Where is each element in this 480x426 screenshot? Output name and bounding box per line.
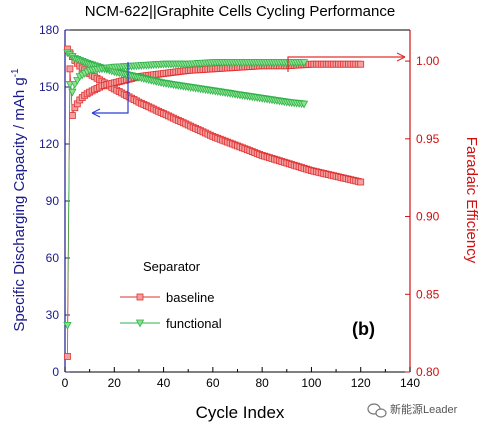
legend: Separator baseline functional [120, 259, 222, 331]
axis-arrows [91, 52, 406, 118]
x-tick-label: 80 [255, 376, 269, 390]
watermark: 新能源Leader [367, 402, 458, 418]
panel-label: (b) [352, 319, 375, 339]
right-axis-arrow [287, 56, 405, 72]
x-tick-label: 40 [157, 376, 171, 390]
y-axis-right-label: Faradaic Efficiency [463, 137, 480, 264]
series-baseline-efficiency-point [64, 353, 71, 360]
series-functional-capacity-point [299, 100, 309, 109]
series-functional-efficiency-point [68, 88, 77, 97]
legend-label: functional [166, 316, 222, 331]
y-axis-left-label-sup: -1 [10, 68, 21, 77]
series-baseline-efficiency-point [68, 112, 76, 119]
series-baseline-efficiency-point [66, 65, 74, 73]
series-functional [63, 49, 309, 330]
x-tick-label: 20 [108, 376, 122, 390]
y-right-tick-label: 0.85 [416, 287, 440, 301]
y-right-tick-label: 0.80 [416, 365, 440, 379]
y-axis-left-label: Specific Discharging Capacity / mAh g-1 [10, 68, 28, 332]
legend-title: Separator [143, 259, 201, 274]
y-left-tick-label: 180 [39, 23, 59, 37]
y-right-tick-label: 1.00 [416, 54, 440, 68]
y-left-tick-label: 30 [46, 308, 60, 322]
legend-entry-baseline: baseline [120, 290, 214, 305]
legend-label: baseline [166, 290, 214, 305]
series-functional-efficiency-line [67, 62, 304, 326]
series-baseline-capacity-point [357, 178, 365, 186]
plot-area: 0 20 40 60 80 100 120 140 0 30 60 90 120 150 180 0.80 0.… [39, 23, 440, 390]
x-tick-label: 120 [351, 376, 371, 390]
y-left-tick-label: 60 [46, 251, 60, 265]
right-axis-arrowhead [396, 52, 406, 62]
series-baseline-efficiency-point [357, 60, 365, 68]
x-tick-label: 0 [62, 376, 69, 390]
left-axis-arrowhead [91, 108, 101, 118]
x-axis-label: Cycle Index [196, 403, 285, 422]
series-functional-efficiency-point [65, 81, 75, 89]
series-baseline-efficiency-line [67, 63, 361, 357]
y-right-tick-label: 0.95 [416, 132, 440, 146]
legend-marker [135, 319, 145, 328]
x-tick-label: 60 [206, 376, 220, 390]
watermark-text: 新能源Leader [390, 402, 458, 416]
y-left-tick-label: 120 [39, 137, 59, 151]
y-left-tick-label: 90 [46, 194, 60, 208]
legend-entry-functional: functional [120, 316, 222, 331]
y-right-tick-label: 0.90 [416, 210, 440, 224]
series-functional-efficiency-point [63, 321, 72, 330]
x-tick-label: 140 [400, 376, 420, 390]
left-axis-arrow [92, 62, 129, 114]
legend-marker [136, 293, 144, 301]
y-axis-left-label-main: Specific Discharging Capacity / mAh g [11, 77, 28, 331]
chart-title: NCM-622||Graphite Cells Cycling Performa… [85, 3, 395, 20]
series-functional-efficiency-point [299, 59, 309, 67]
x-tick-label: 100 [301, 376, 321, 390]
y-left-tick-label: 0 [52, 365, 59, 379]
y-left-tick-label: 150 [39, 80, 59, 94]
wechat-icon [367, 403, 387, 418]
